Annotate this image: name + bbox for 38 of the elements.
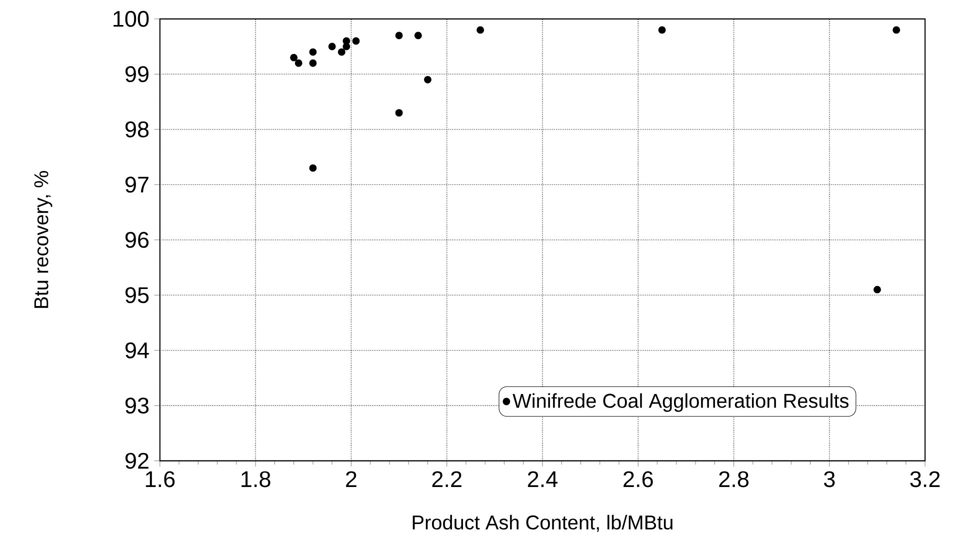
legend-label: Winifrede Coal Agglomeration Results [512, 393, 848, 412]
y-tick-label: 93 [125, 398, 149, 414]
point [338, 48, 346, 56]
x-axis-title: Product Ash Content, lb/MBtu [412, 515, 672, 532]
point [342, 37, 350, 45]
y-tick-label: 99 [125, 66, 148, 82]
y-tick-label: 96 [125, 232, 149, 248]
point [328, 42, 336, 50]
point [309, 164, 317, 172]
x-tick-label: 1.6 [146, 471, 175, 488]
point [424, 76, 432, 84]
x-tick-label: 2.4 [528, 471, 558, 488]
y-tick-label: 95 [125, 287, 149, 304]
point [395, 32, 403, 40]
x-tick-label: 2.2 [432, 471, 462, 488]
point [414, 32, 422, 40]
point [874, 286, 881, 294]
point [309, 48, 317, 56]
point [395, 109, 403, 117]
x-tick-label: 3.2 [910, 471, 940, 488]
point [892, 26, 900, 34]
x-tick-label: 2.6 [624, 471, 653, 488]
y-tick-label: 98 [125, 121, 149, 138]
y-tick-label: 97 [125, 176, 148, 193]
point [352, 37, 360, 45]
x-tick-label: 2.8 [719, 471, 749, 488]
x-tick-label: 1.8 [242, 471, 270, 488]
y-tick-label: 100 [114, 11, 149, 28]
x-tick-label: 2 [346, 471, 356, 488]
point [294, 59, 302, 67]
point [309, 59, 317, 67]
y-tick-label: 94 [125, 342, 149, 358]
y-tick-label: 92 [125, 452, 148, 469]
y-axis-title: Btu recovery, % [34, 171, 52, 308]
point [658, 26, 666, 34]
point [476, 26, 484, 34]
x-tick-label: 3 [824, 471, 835, 488]
point [290, 54, 298, 62]
